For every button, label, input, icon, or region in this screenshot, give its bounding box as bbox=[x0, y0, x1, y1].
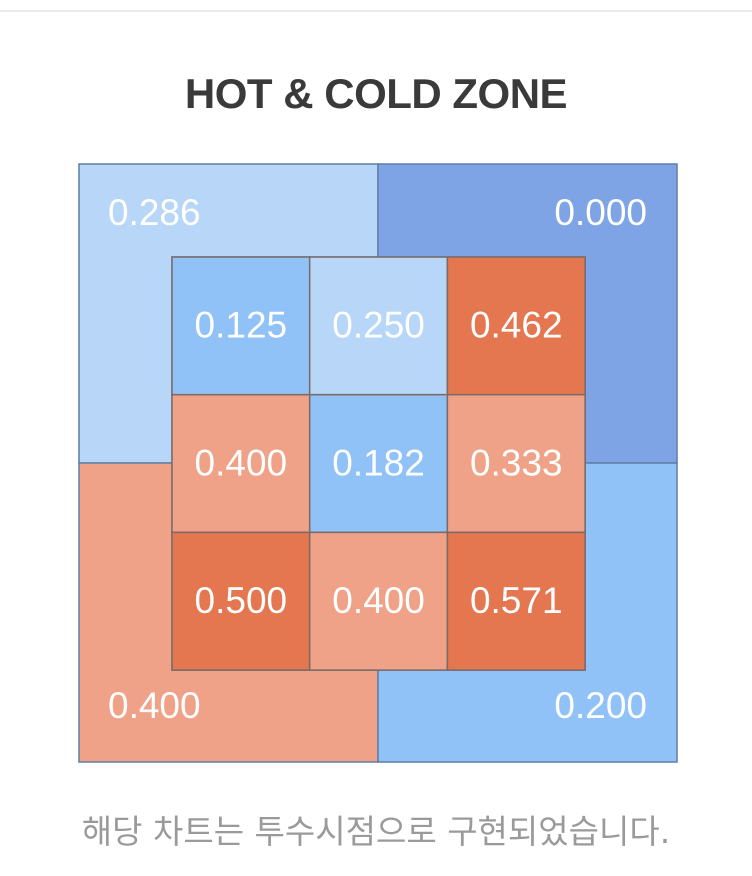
inner-zone-r1c1-label: 0.125 bbox=[195, 305, 288, 346]
inner-zone-r2c2-label: 0.182 bbox=[332, 442, 425, 483]
outer-zones: 0.286 0.000 0.400 0.200 bbox=[78, 163, 678, 763]
chart-footnote: 해당 차트는 투수시점으로 구현되었습니다. bbox=[81, 812, 671, 851]
inner-zone-r3c1-label: 0.500 bbox=[195, 580, 288, 621]
inner-zone-r1c2-label: 0.250 bbox=[332, 305, 425, 346]
inner-zone-r1c3 bbox=[446, 256, 586, 396]
inner-zone-r3c3 bbox=[446, 531, 586, 671]
inner-zone-r2c1 bbox=[171, 393, 311, 534]
inner-zone-r2c1-label: 0.400 bbox=[195, 442, 288, 483]
outer-zone-bottom-right-label: 0.200 bbox=[554, 685, 647, 726]
inner-zone-r3c2-label: 0.400 bbox=[332, 580, 425, 621]
inner-grid: 0.125 0.250 0.462 0.400 0.182 0.333 0.500 0.400… bbox=[171, 256, 586, 671]
inner-zone-r2c3 bbox=[446, 393, 586, 534]
chart-title: HOT & COLD ZONE bbox=[184, 70, 568, 117]
inner-zone-r1c2 bbox=[308, 256, 449, 396]
top-divider bbox=[0, 0, 752, 12]
outer-zone-top-left-label: 0.286 bbox=[108, 192, 201, 233]
outer-zone-bottom-left-label: 0.400 bbox=[108, 685, 201, 726]
inner-zone-r1c3-label: 0.462 bbox=[470, 305, 563, 346]
inner-zone-r1c1 bbox=[171, 256, 311, 396]
outer-zone-top-right-label: 0.000 bbox=[554, 192, 647, 233]
inner-zone-r3c2 bbox=[308, 531, 449, 671]
inner-zone-r3c3-label: 0.571 bbox=[470, 580, 563, 621]
inner-zone-r3c1 bbox=[171, 531, 311, 671]
inner-zone-r2c3-label: 0.333 bbox=[470, 442, 563, 483]
